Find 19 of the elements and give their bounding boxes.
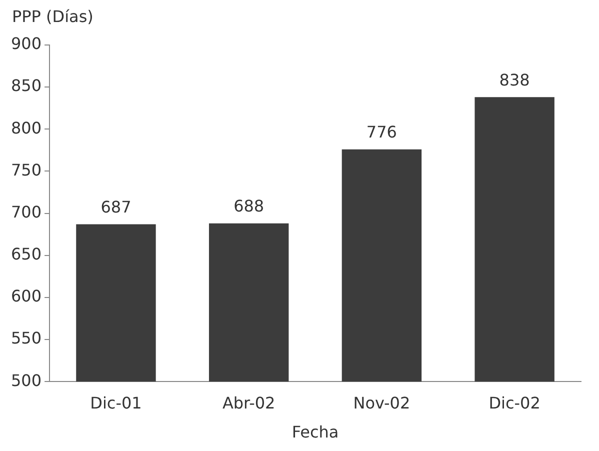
y-tick-label: 750 [10, 160, 42, 180]
y-tick-label: 600 [10, 286, 42, 306]
y-tick-label: 550 [10, 328, 42, 348]
data-label: 838 [499, 70, 530, 90]
x-tick-label: Dic-01 [90, 393, 142, 412]
x-axis-title: Fecha [292, 422, 339, 442]
y-tick-label: 700 [10, 202, 42, 222]
x-tick-label: Nov-02 [353, 393, 410, 412]
y-axis-title: PPP (Días) [12, 7, 94, 26]
y-tick-label: 650 [10, 244, 42, 264]
y-tick-label: 500 [10, 370, 42, 390]
y-tick-label: 850 [10, 76, 42, 96]
x-tick-label: Abr-02 [222, 393, 276, 412]
x-tick-label: Dic-02 [488, 393, 540, 412]
data-label: 687 [100, 197, 132, 216]
data-label: 688 [234, 196, 264, 216]
data-label: 776 [366, 122, 397, 142]
y-tick-label: 800 [10, 118, 42, 138]
y-tick-label: 900 [10, 34, 42, 54]
